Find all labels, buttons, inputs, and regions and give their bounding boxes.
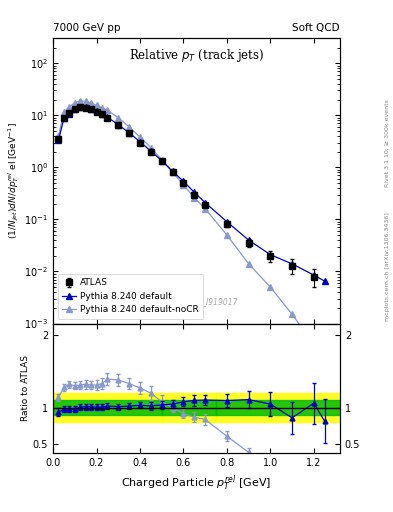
Pythia 8.240 default	[268, 251, 273, 258]
Pythia 8.240 default-noCR	[322, 357, 327, 363]
Legend: ATLAS, Pythia 8.240 default, Pythia 8.240 default-noCR: ATLAS, Pythia 8.240 default, Pythia 8.24…	[57, 274, 204, 319]
Pythia 8.240 default-noCR	[56, 133, 61, 139]
Pythia 8.240 default-noCR	[290, 311, 294, 317]
Pythia 8.240 default-noCR	[203, 206, 208, 212]
Pythia 8.240 default-noCR	[116, 115, 121, 121]
Pythia 8.240 default-noCR	[224, 232, 229, 238]
Text: Rivet 3.1.10; ≥ 300k events: Rivet 3.1.10; ≥ 300k events	[385, 99, 390, 187]
Pythia 8.240 default	[170, 168, 175, 175]
Pythia 8.240 default-noCR	[160, 157, 164, 163]
Pythia 8.240 default	[89, 106, 94, 112]
Pythia 8.240 default-noCR	[268, 284, 273, 290]
Pythia 8.240 default	[105, 114, 110, 120]
Pythia 8.240 default-noCR	[78, 98, 83, 104]
Pythia 8.240 default-noCR	[94, 102, 99, 109]
Pythia 8.240 default-noCR	[192, 195, 196, 201]
Pythia 8.240 default	[181, 178, 186, 184]
Pythia 8.240 default-noCR	[105, 107, 110, 113]
Pythia 8.240 default	[62, 115, 66, 121]
Pythia 8.240 default	[99, 111, 104, 117]
Text: ATLAS_2011_I919017: ATLAS_2011_I919017	[155, 297, 238, 306]
Line: Pythia 8.240 default: Pythia 8.240 default	[56, 104, 327, 284]
Pythia 8.240 default-noCR	[170, 169, 175, 176]
Pythia 8.240 default	[322, 278, 327, 284]
Pythia 8.240 default-noCR	[62, 109, 66, 115]
Y-axis label: $(1/N_{jet})dN/dp^{rel}_{T}$ el [GeV$^{-1}$]: $(1/N_{jet})dN/dp^{rel}_{T}$ el [GeV$^{-…	[7, 122, 22, 240]
Pythia 8.240 default-noCR	[312, 341, 316, 347]
Pythia 8.240 default-noCR	[99, 104, 104, 111]
Pythia 8.240 default	[56, 137, 61, 143]
Pythia 8.240 default-noCR	[67, 104, 72, 110]
Pythia 8.240 default	[312, 272, 316, 278]
Pythia 8.240 default	[72, 106, 77, 112]
Y-axis label: Ratio to ATLAS: Ratio to ATLAS	[21, 355, 30, 421]
Pythia 8.240 default-noCR	[83, 98, 88, 104]
Pythia 8.240 default-noCR	[89, 100, 94, 106]
Pythia 8.240 default	[246, 237, 251, 243]
Pythia 8.240 default	[78, 103, 83, 110]
Pythia 8.240 default	[224, 219, 229, 225]
Pythia 8.240 default-noCR	[127, 124, 132, 130]
Pythia 8.240 default	[290, 261, 294, 267]
Pythia 8.240 default	[127, 130, 132, 136]
Pythia 8.240 default-noCR	[181, 182, 186, 188]
Text: mcplots.cern.ch [arXiv:1306.3436]: mcplots.cern.ch [arXiv:1306.3436]	[385, 212, 390, 321]
Text: 7000 GeV pp: 7000 GeV pp	[53, 23, 121, 33]
X-axis label: Charged Particle $p_{T}^{rel}$ [GeV]: Charged Particle $p_{T}^{rel}$ [GeV]	[121, 474, 272, 493]
Pythia 8.240 default	[67, 111, 72, 117]
Pythia 8.240 default	[94, 109, 99, 115]
Pythia 8.240 default-noCR	[246, 261, 251, 267]
Pythia 8.240 default	[149, 148, 153, 154]
Pythia 8.240 default-noCR	[149, 144, 153, 151]
Pythia 8.240 default	[192, 189, 196, 196]
Pythia 8.240 default	[116, 122, 121, 128]
Pythia 8.240 default	[203, 200, 208, 206]
Text: Relative $p_{T}$ (track jets): Relative $p_{T}$ (track jets)	[129, 47, 264, 64]
Pythia 8.240 default	[160, 158, 164, 164]
Line: Pythia 8.240 default-noCR: Pythia 8.240 default-noCR	[56, 98, 327, 362]
Pythia 8.240 default	[83, 104, 88, 111]
Pythia 8.240 default	[138, 139, 142, 145]
Pythia 8.240 default-noCR	[138, 134, 142, 140]
Pythia 8.240 default-noCR	[72, 99, 77, 105]
Text: Soft QCD: Soft QCD	[292, 23, 340, 33]
